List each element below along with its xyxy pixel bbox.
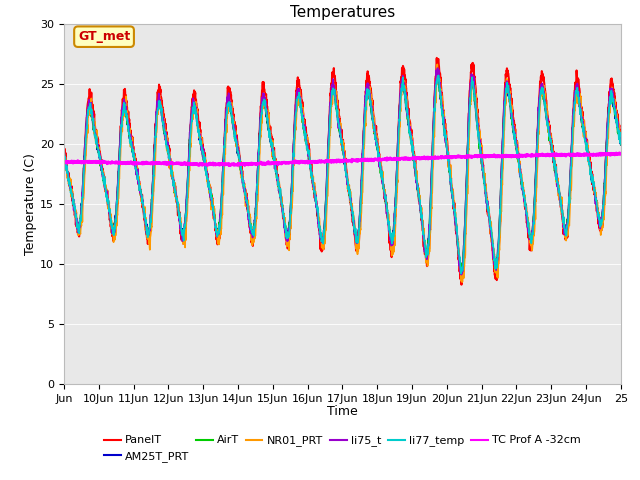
AM25T_PRT (236, 159, 244, 165)
AM25T_PRT (376, 161, 383, 167)
TC Prof A -32cm (116, 159, 124, 165)
PanelT (433, 55, 441, 61)
AM25T_PRT (609, 104, 617, 110)
TC Prof A -32cm (542, 153, 550, 158)
PanelT (617, 134, 625, 140)
AM25T_PRT (542, 109, 550, 115)
NR01_PRT (116, 163, 124, 168)
AirT (617, 142, 625, 147)
PanelT (376, 156, 383, 162)
li75_t (376, 162, 383, 168)
TC Prof A -32cm (616, 150, 623, 156)
li77_temp (376, 160, 383, 166)
NR01_PRT (60, 151, 68, 156)
li77_temp (236, 159, 244, 165)
AirT (236, 160, 244, 166)
PanelT (458, 282, 465, 288)
AirT (376, 159, 383, 165)
AirT (609, 98, 617, 104)
TC Prof A -32cm (236, 161, 244, 167)
Title: Temperatures: Temperatures (290, 5, 395, 20)
NR01_PRT (376, 154, 383, 159)
li77_temp (609, 96, 617, 102)
AirT (433, 70, 441, 76)
PanelT (542, 95, 550, 100)
AirT (511, 131, 518, 136)
NR01_PRT (458, 279, 466, 285)
li75_t (609, 93, 617, 99)
Line: NR01_PRT: NR01_PRT (64, 64, 621, 282)
NR01_PRT (617, 140, 625, 146)
PanelT (60, 145, 68, 151)
Line: PanelT: PanelT (64, 58, 621, 285)
Line: TC Prof A -32cm: TC Prof A -32cm (64, 153, 621, 166)
AM25T_PRT (433, 71, 441, 77)
li75_t (542, 110, 550, 116)
li77_temp (457, 271, 465, 276)
li77_temp (116, 157, 124, 163)
Line: AM25T_PRT: AM25T_PRT (64, 74, 621, 271)
NR01_PRT (609, 96, 617, 101)
PanelT (236, 153, 244, 159)
X-axis label: Time: Time (327, 405, 358, 418)
TC Prof A -32cm (617, 151, 625, 156)
AM25T_PRT (60, 153, 68, 158)
li75_t (60, 150, 68, 156)
NR01_PRT (511, 123, 518, 129)
li75_t (511, 135, 518, 141)
li75_t (617, 134, 625, 140)
AM25T_PRT (116, 148, 124, 154)
li75_t (236, 157, 244, 163)
AM25T_PRT (511, 132, 518, 138)
PanelT (609, 87, 617, 93)
AirT (457, 269, 465, 275)
AirT (116, 148, 124, 154)
li77_temp (617, 141, 625, 147)
TC Prof A -32cm (609, 152, 617, 157)
Line: li77_temp: li77_temp (64, 75, 621, 274)
li75_t (116, 146, 124, 152)
li77_temp (542, 109, 550, 115)
TC Prof A -32cm (510, 154, 518, 159)
AM25T_PRT (617, 142, 625, 148)
Line: AirT: AirT (64, 73, 621, 272)
li77_temp (511, 137, 518, 143)
li75_t (434, 65, 442, 71)
Text: GT_met: GT_met (78, 30, 130, 43)
AirT (60, 154, 68, 160)
Y-axis label: Temperature (C): Temperature (C) (24, 153, 37, 255)
li77_temp (435, 72, 442, 78)
NR01_PRT (542, 112, 550, 118)
TC Prof A -32cm (376, 156, 384, 162)
NR01_PRT (433, 61, 441, 67)
PanelT (116, 152, 124, 157)
AM25T_PRT (458, 268, 465, 274)
TC Prof A -32cm (60, 159, 68, 165)
li75_t (458, 272, 465, 277)
TC Prof A -32cm (225, 163, 233, 168)
AirT (542, 112, 550, 118)
li77_temp (60, 155, 68, 160)
Legend: PanelT, AM25T_PRT, AirT, NR01_PRT, li75_t, li77_temp, TC Prof A -32cm: PanelT, AM25T_PRT, AirT, NR01_PRT, li75_… (99, 431, 586, 466)
NR01_PRT (236, 158, 244, 164)
PanelT (511, 130, 518, 135)
Line: li75_t: li75_t (64, 68, 621, 275)
